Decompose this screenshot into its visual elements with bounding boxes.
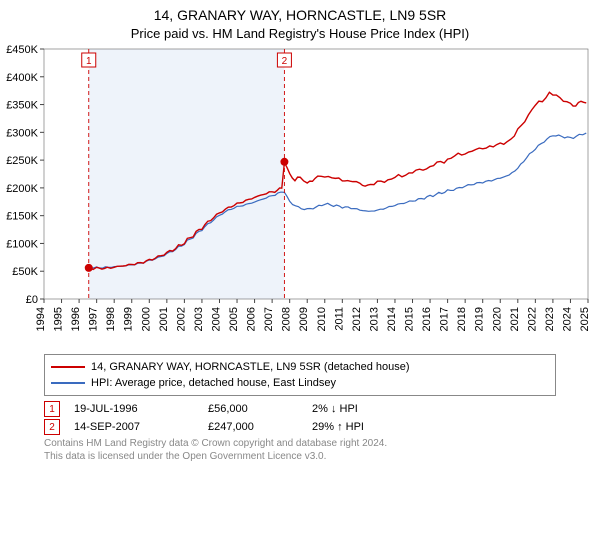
svg-text:1999: 1999	[123, 307, 135, 331]
svg-text:2025: 2025	[579, 307, 591, 331]
sale-note-row: 1 19-JUL-1996 £56,000 2% ↓ HPI	[44, 400, 556, 418]
svg-text:2009: 2009	[298, 307, 310, 331]
svg-text:£400K: £400K	[6, 72, 38, 84]
svg-text:2015: 2015	[404, 307, 416, 331]
svg-text:1: 1	[86, 56, 92, 67]
sale-vs-hpi: 2% ↓ HPI	[312, 403, 402, 415]
legend-label: HPI: Average price, detached house, East…	[91, 377, 336, 389]
subtitle: Price paid vs. HM Land Registry's House …	[0, 26, 600, 45]
svg-text:1996: 1996	[70, 307, 82, 331]
legend-swatch	[51, 382, 85, 384]
sale-price: £247,000	[208, 421, 298, 433]
callout-number-box: 2	[44, 419, 60, 435]
svg-text:2018: 2018	[456, 307, 468, 331]
svg-text:£300K: £300K	[6, 128, 38, 140]
sale-date: 19-JUL-1996	[74, 403, 194, 415]
svg-text:£350K: £350K	[6, 100, 38, 112]
svg-text:£0: £0	[26, 294, 38, 306]
sale-note-row: 2 14-SEP-2007 £247,000 29% ↑ HPI	[44, 418, 556, 436]
svg-text:2005: 2005	[228, 307, 240, 331]
svg-text:2014: 2014	[386, 307, 398, 331]
svg-text:2: 2	[282, 56, 288, 67]
svg-text:£150K: £150K	[6, 211, 38, 223]
price-chart: £0 £50K £100K £150K £200K £250K £300K £350K £400…	[0, 45, 600, 350]
legend: 14, GRANARY WAY, HORNCASTLE, LN9 5SR (de…	[44, 354, 556, 396]
sale-vs-hpi: 29% ↑ HPI	[312, 421, 402, 433]
sale-date: 14-SEP-2007	[74, 421, 194, 433]
attribution-line: Contains HM Land Registry data © Crown c…	[44, 438, 556, 451]
svg-text:2021: 2021	[509, 307, 521, 331]
svg-text:2002: 2002	[175, 307, 187, 331]
svg-text:1995: 1995	[53, 307, 65, 331]
svg-text:£250K: £250K	[6, 155, 38, 167]
svg-text:2008: 2008	[281, 307, 293, 331]
svg-text:1998: 1998	[105, 307, 117, 331]
callout-number-box: 1	[44, 401, 60, 417]
sale-price: £56,000	[208, 403, 298, 415]
legend-label: 14, GRANARY WAY, HORNCASTLE, LN9 5SR (de…	[91, 361, 410, 373]
svg-text:2013: 2013	[368, 307, 380, 331]
svg-text:2006: 2006	[246, 307, 258, 331]
svg-text:2007: 2007	[263, 307, 275, 331]
svg-text:2004: 2004	[210, 307, 222, 331]
legend-item: 14, GRANARY WAY, HORNCASTLE, LN9 5SR (de…	[51, 359, 549, 375]
attribution: Contains HM Land Registry data © Crown c…	[44, 438, 556, 463]
svg-text:2024: 2024	[561, 307, 573, 331]
svg-text:2010: 2010	[316, 307, 328, 331]
svg-text:2011: 2011	[333, 307, 345, 331]
svg-text:2020: 2020	[491, 307, 503, 331]
page-title: 14, GRANARY WAY, HORNCASTLE, LN9 5SR	[0, 0, 600, 26]
svg-text:2022: 2022	[526, 307, 538, 331]
svg-text:1997: 1997	[88, 307, 100, 331]
svg-text:£100K: £100K	[6, 239, 38, 251]
svg-text:2016: 2016	[421, 307, 433, 331]
svg-text:2012: 2012	[351, 307, 363, 331]
legend-item: HPI: Average price, detached house, East…	[51, 375, 549, 391]
svg-text:2000: 2000	[140, 307, 152, 331]
svg-text:£450K: £450K	[6, 45, 38, 56]
svg-text:£200K: £200K	[6, 183, 38, 195]
svg-text:2001: 2001	[158, 307, 170, 331]
svg-text:1994: 1994	[35, 307, 47, 331]
svg-text:2019: 2019	[474, 307, 486, 331]
svg-text:2017: 2017	[439, 307, 451, 331]
svg-text:£50K: £50K	[12, 266, 38, 278]
attribution-line: This data is licensed under the Open Gov…	[44, 451, 556, 464]
legend-swatch	[51, 366, 85, 368]
svg-text:2023: 2023	[544, 307, 556, 331]
sale-notes: 1 19-JUL-1996 £56,000 2% ↓ HPI 2 14-SEP-2007 £…	[44, 400, 556, 436]
svg-text:2003: 2003	[193, 307, 205, 331]
